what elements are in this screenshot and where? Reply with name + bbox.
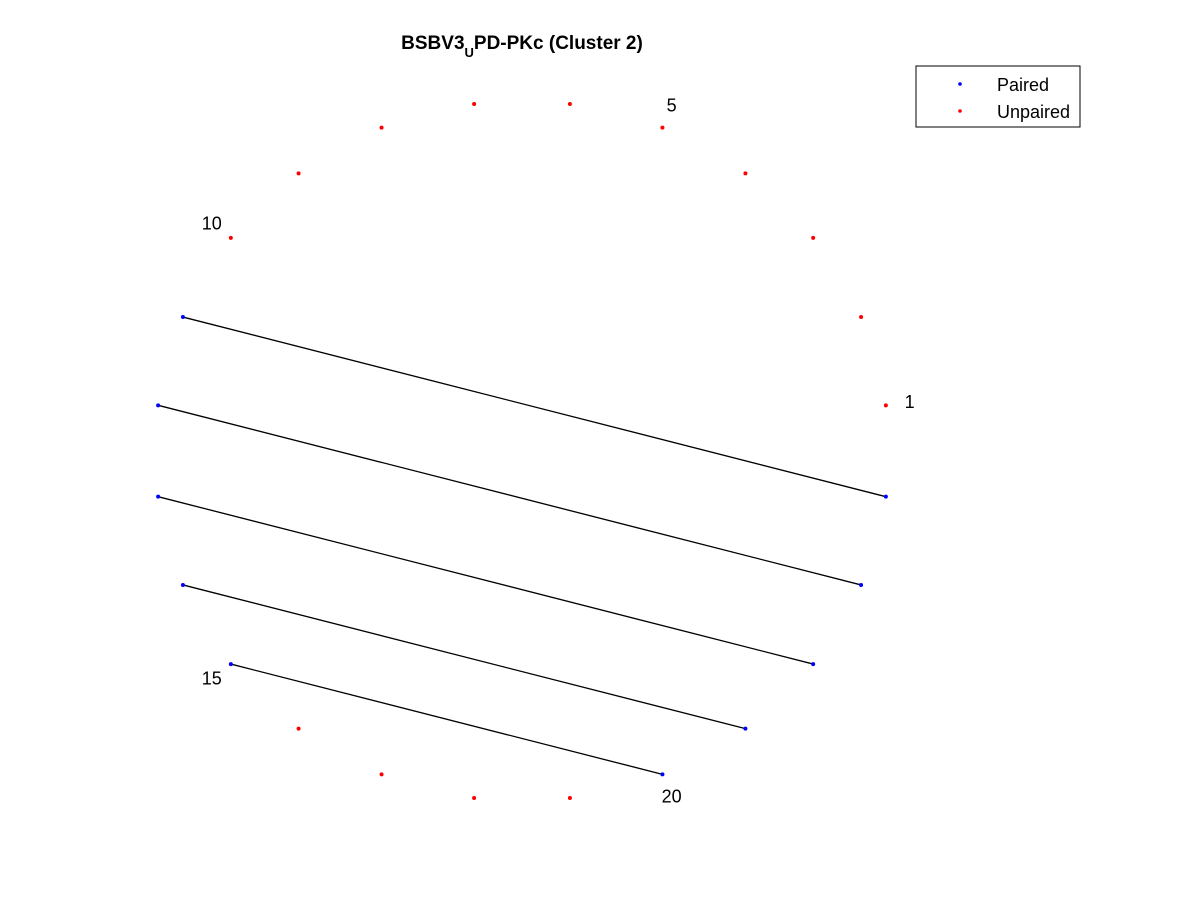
position-label-10: 10 <box>202 213 222 233</box>
unpaired-point-6 <box>567 101 572 106</box>
paired-point-14 <box>180 582 185 587</box>
unpaired-point-5 <box>660 125 665 130</box>
unpaired-point-1 <box>883 403 888 408</box>
pair-link-1 <box>182 316 887 498</box>
unpaired-point-8 <box>379 125 384 130</box>
data-points <box>156 101 888 801</box>
unpaired-point-19 <box>567 796 572 801</box>
paired-point-12 <box>156 403 161 408</box>
pair-link-4 <box>182 584 746 730</box>
paired-point-20 <box>660 772 665 777</box>
chart-title: BSBV3UPD-PKc (Cluster 2) <box>401 33 643 60</box>
unpaired-point-4 <box>743 171 748 176</box>
pair-link-2 <box>157 404 862 586</box>
legend-label-paired: Paired <box>997 75 1049 95</box>
unpaired-point-9 <box>296 171 301 176</box>
unpaired-point-16 <box>296 726 301 731</box>
legend-marker-unpaired <box>958 109 962 113</box>
unpaired-point-18 <box>472 796 477 801</box>
position-label-20: 20 <box>662 787 682 807</box>
paired-point-11 <box>180 315 185 320</box>
pair-links <box>157 316 887 775</box>
paired-point-13 <box>156 494 161 499</box>
unpaired-point-17 <box>379 772 384 777</box>
position-label-1: 1 <box>905 392 915 412</box>
pair-link-5 <box>230 663 663 775</box>
position-label-15: 15 <box>202 669 222 689</box>
unpaired-point-7 <box>472 101 477 106</box>
unpaired-point-3 <box>811 235 816 240</box>
paired-point-15 <box>228 662 233 667</box>
position-label-5: 5 <box>667 95 677 115</box>
paired-point-23 <box>859 582 864 587</box>
legend-box <box>915 65 1081 128</box>
unpaired-point-2 <box>859 315 864 320</box>
paired-point-22 <box>811 662 816 667</box>
legend: Paired Unpaired <box>915 65 1081 128</box>
paired-point-21 <box>743 726 748 731</box>
pair-link-3 <box>157 496 814 665</box>
paired-point-24 <box>883 494 888 499</box>
legend-marker-paired <box>958 82 962 86</box>
unpaired-point-10 <box>228 235 233 240</box>
legend-label-unpaired: Unpaired <box>997 102 1070 122</box>
